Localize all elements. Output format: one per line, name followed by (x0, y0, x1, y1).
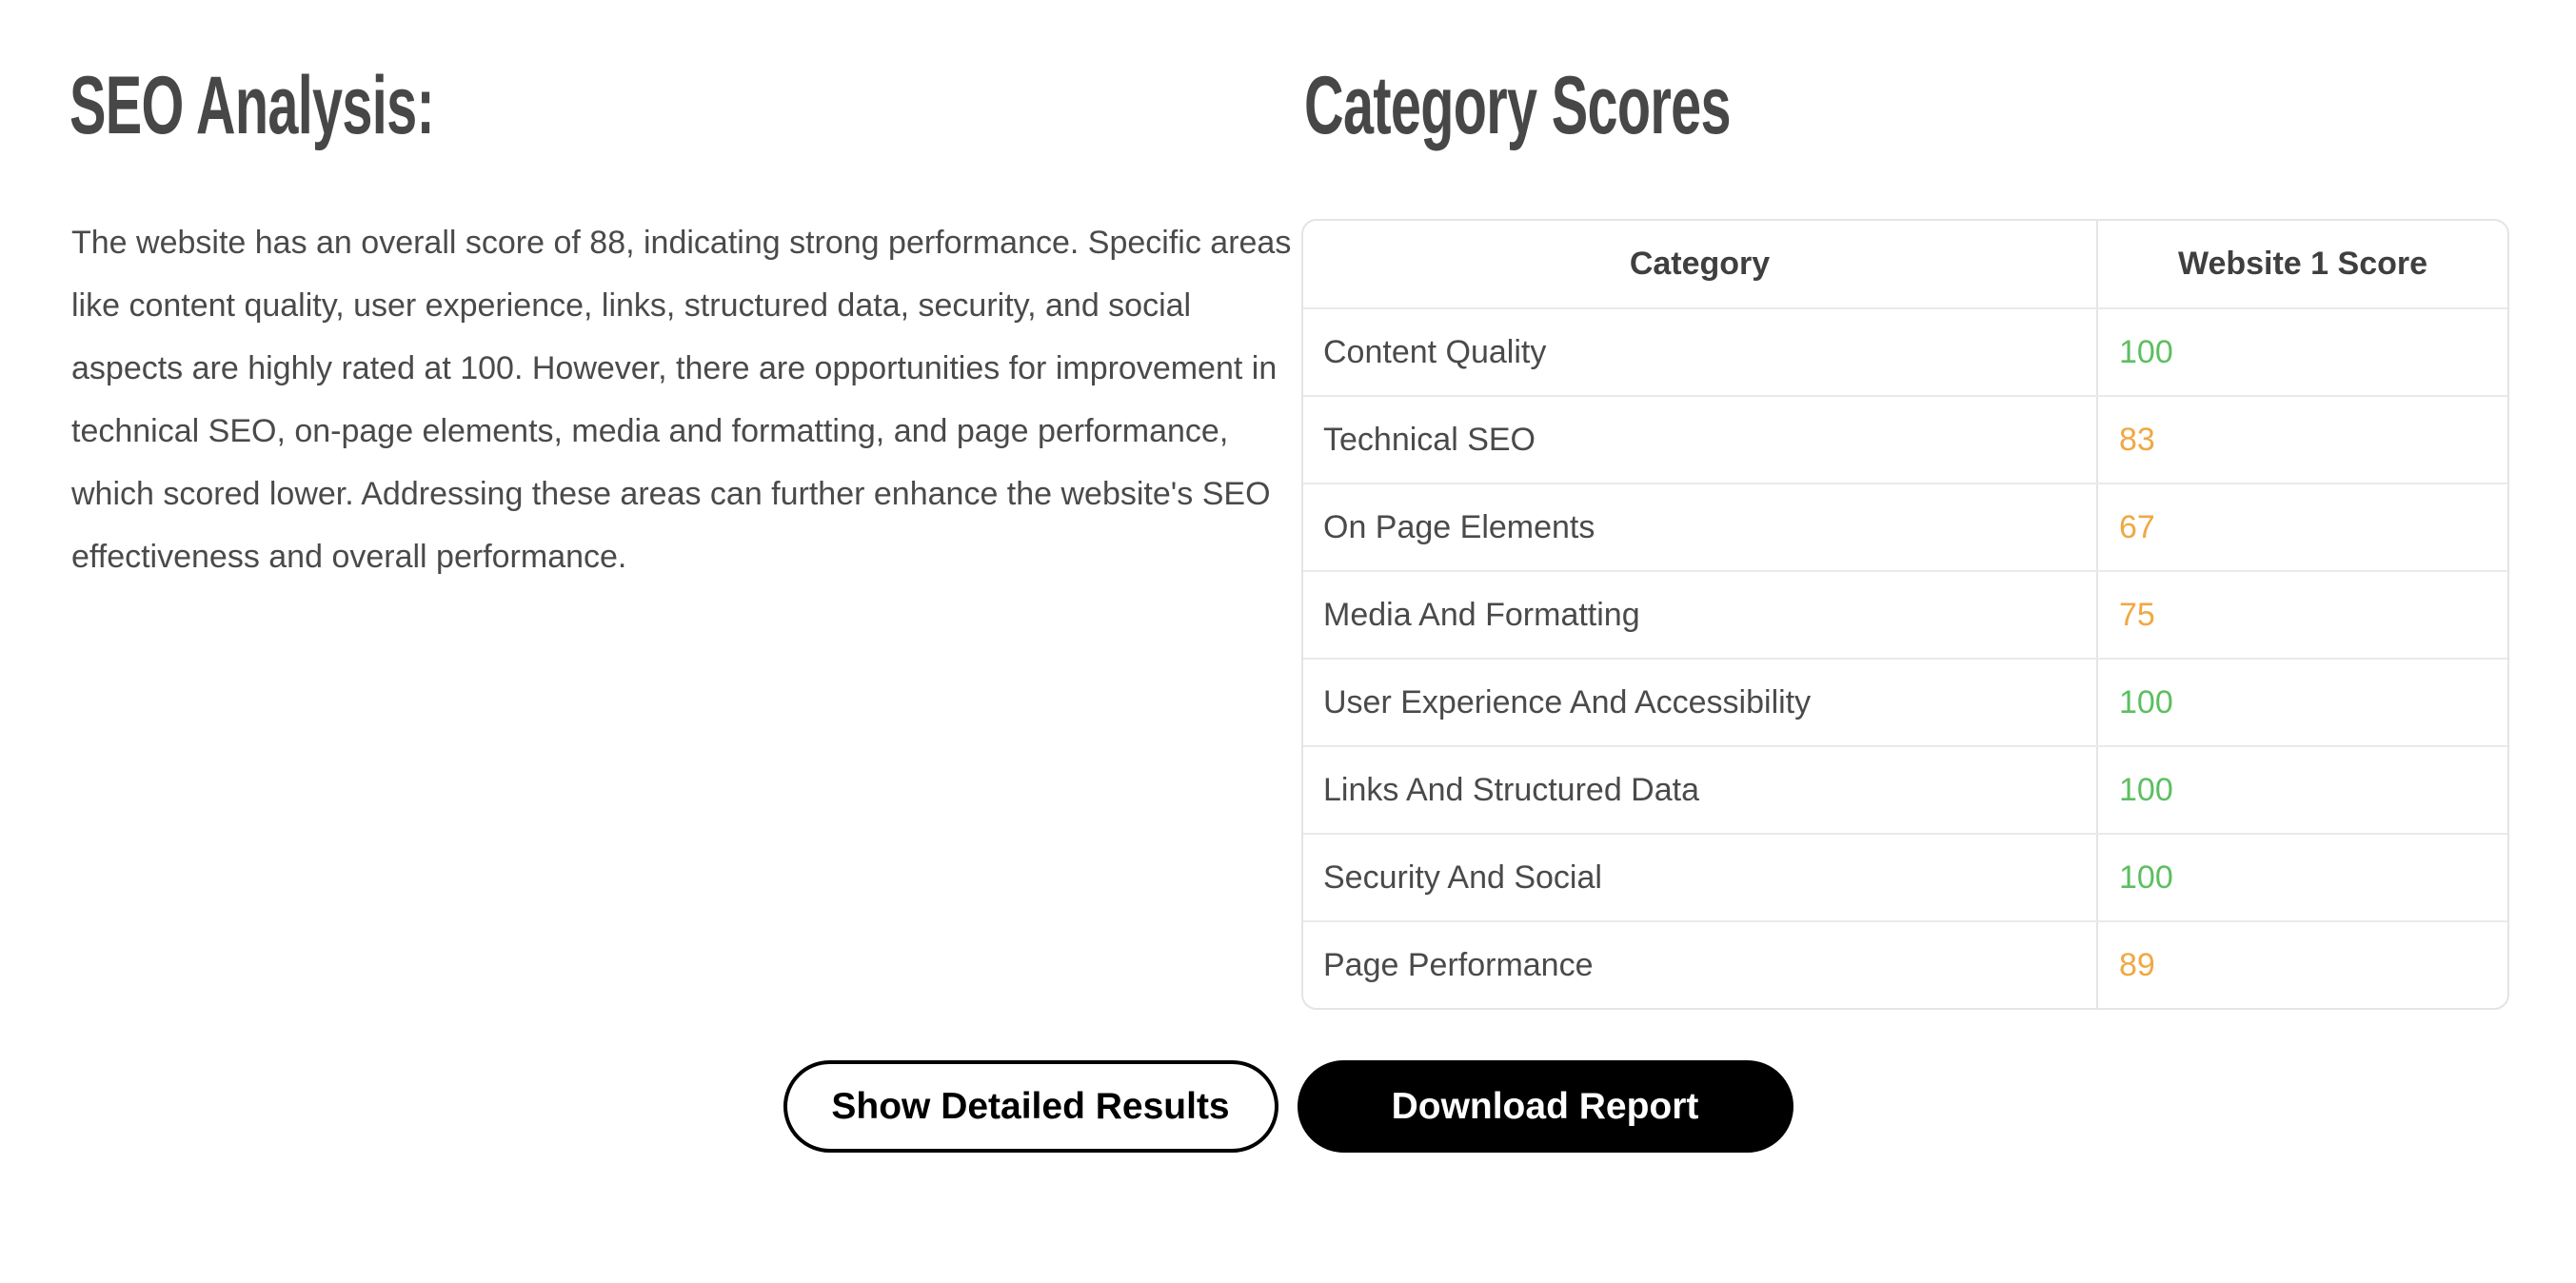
score-cell: 100 (2096, 309, 2507, 395)
score-cell: 100 (2096, 747, 2507, 833)
download-report-button[interactable]: Download Report (1297, 1060, 1793, 1153)
score-cell: 100 (2096, 660, 2507, 745)
seo-analysis-title: SEO Analysis: (69, 65, 614, 147)
table-row: User Experience And Accessibility 100 (1303, 658, 2507, 745)
table-row: On Page Elements 67 (1303, 483, 2507, 570)
table-row: Links And Structured Data 100 (1303, 745, 2507, 833)
header-website1-score: Website 1 Score (2096, 221, 2507, 307)
header-category: Category (1629, 246, 1771, 282)
score-cell: 89 (2096, 922, 2507, 1008)
category-scores-title-text: Category Scores (1304, 60, 1732, 151)
score-cell: 67 (2096, 484, 2507, 570)
score-cell: 83 (2096, 397, 2507, 483)
score-cell: 75 (2096, 572, 2507, 658)
category-cell: Media And Formatting (1323, 596, 1640, 633)
category-cell: On Page Elements (1323, 508, 1595, 545)
seo-summary-paragraph: The website has an overall score of 88, … (71, 225, 1292, 575)
category-scores-title: Category Scores (1304, 65, 1941, 147)
table-row: Technical SEO 83 (1303, 395, 2507, 483)
table-row: Security And Social 100 (1303, 833, 2507, 920)
action-button-row: Show Detailed Results Download Report (0, 1060, 2576, 1153)
category-cell: Page Performance (1323, 946, 1594, 983)
category-cell: Security And Social (1323, 859, 1602, 896)
seo-analysis-title-text: SEO Analysis: (69, 60, 435, 151)
table-row: Page Performance 89 (1303, 920, 2507, 1008)
table-row: Media And Formatting 75 (1303, 570, 2507, 658)
category-cell: Technical SEO (1323, 421, 1536, 458)
category-scores-table: Category Website 1 Score Content Quality… (1301, 219, 2509, 1010)
score-cell: 100 (2096, 835, 2507, 920)
table-row: Content Quality 100 (1303, 307, 2507, 395)
category-cell: Content Quality (1323, 333, 1547, 370)
category-cell: Links And Structured Data (1323, 771, 1700, 808)
show-detailed-results-button[interactable]: Show Detailed Results (783, 1060, 1278, 1153)
table-header-row: Category Website 1 Score (1303, 221, 2507, 307)
category-cell: User Experience And Accessibility (1323, 683, 1812, 720)
